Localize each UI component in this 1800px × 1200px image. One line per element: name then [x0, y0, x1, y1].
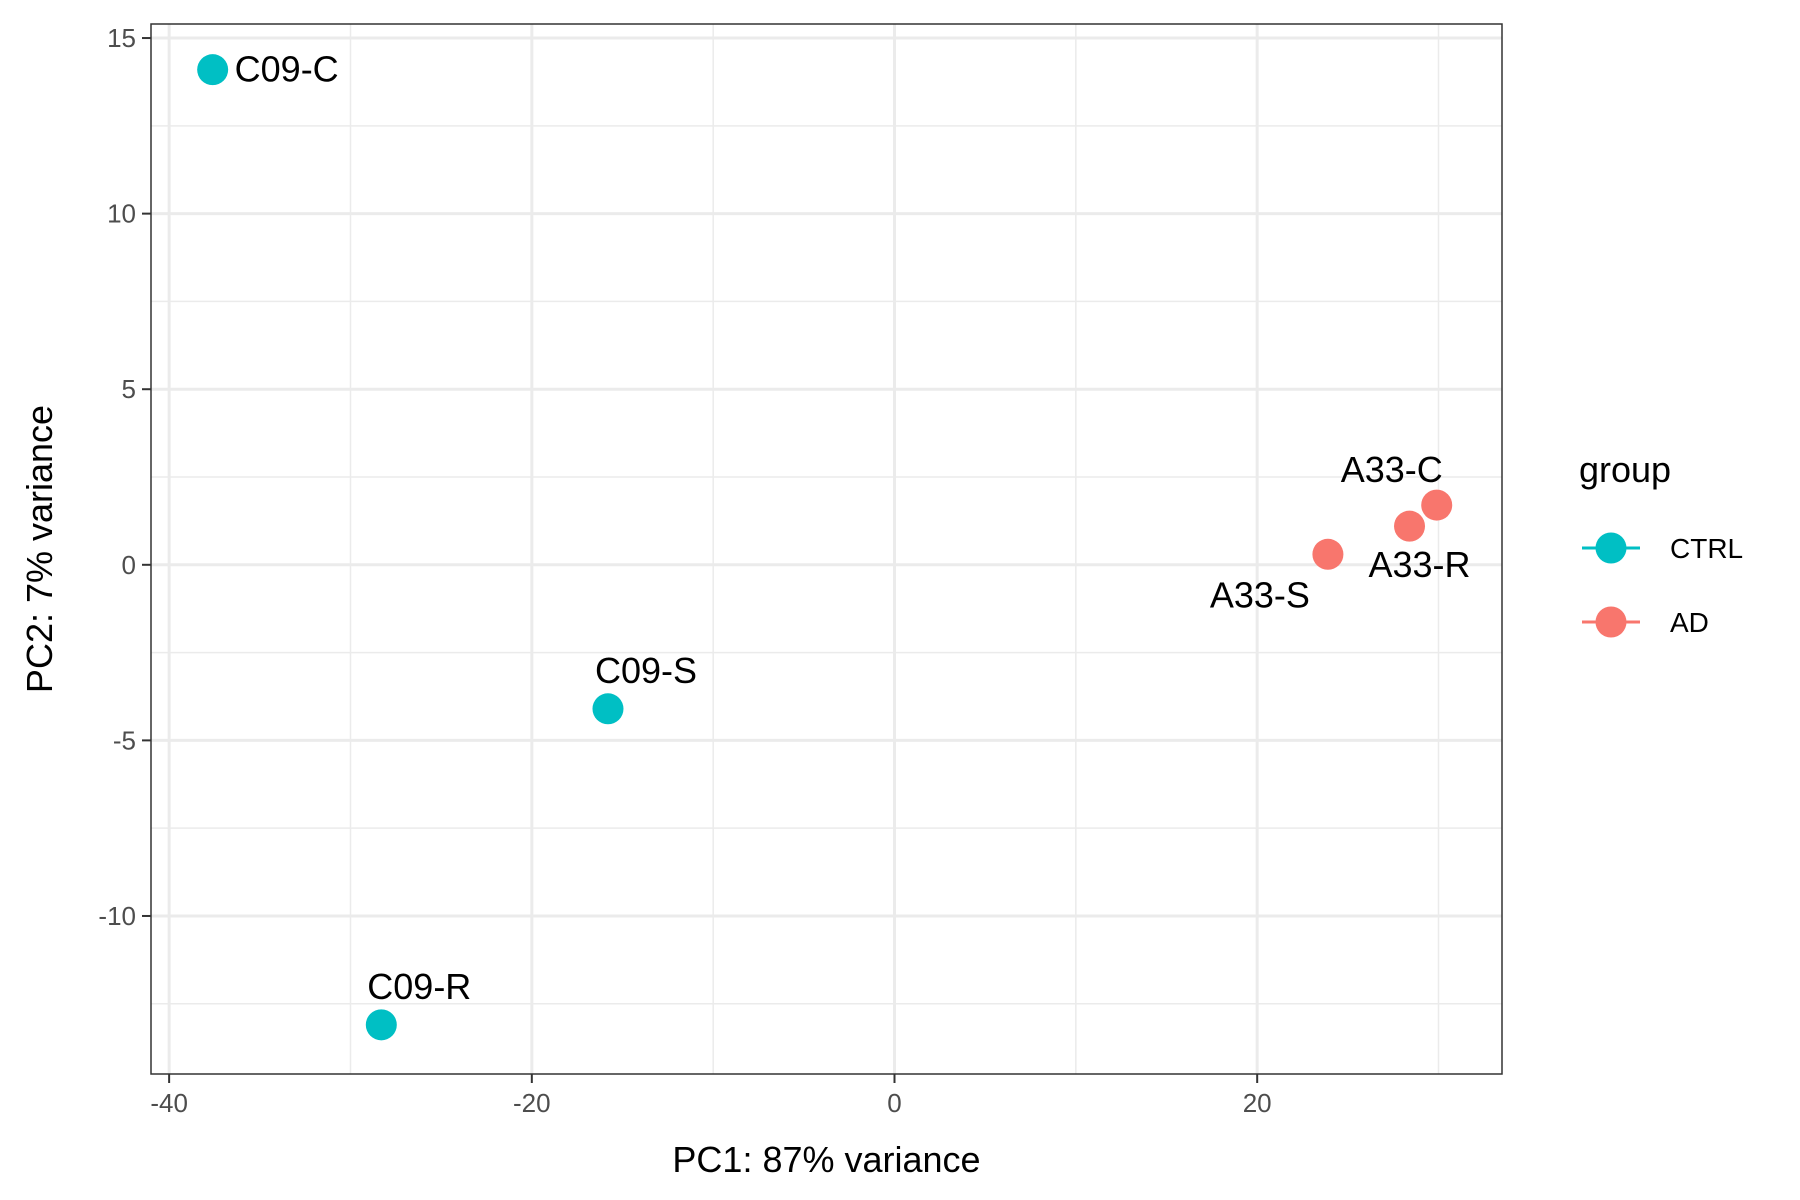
y-tick-label: -5 [113, 725, 136, 755]
x-tick-label: 20 [1243, 1088, 1272, 1118]
y-tick-label: -10 [98, 901, 136, 931]
y-axis-ticks: -10 -5 0 5 10 15 [98, 23, 151, 931]
major-gridlines [151, 24, 1502, 1074]
y-tick-label: 15 [107, 23, 136, 53]
minor-gridlines [151, 24, 1502, 1074]
legend: group CTRL AD [1579, 449, 1743, 638]
legend-key-point-ctrl [1595, 532, 1627, 564]
x-tick-label: -40 [150, 1088, 188, 1118]
panel-border [150, 23, 1503, 1075]
data-point-c09-s [592, 693, 624, 725]
legend-title: group [1579, 449, 1671, 490]
data-point-a33-s [1312, 538, 1344, 570]
y-axis-title: PC2: 7% variance [19, 405, 60, 693]
point-label-c09-s: C09-S [595, 650, 697, 691]
y-tick-label: 0 [122, 550, 136, 580]
legend-label-ad: AD [1670, 607, 1709, 638]
x-axis-title: PC1: 87% variance [672, 1139, 980, 1180]
legend-key-point-ad [1595, 606, 1627, 638]
x-tick-label: -20 [513, 1088, 551, 1118]
point-label-a33-r: A33-R [1368, 544, 1470, 585]
x-tick-label: 0 [887, 1088, 901, 1118]
point-label-a33-c: A33-C [1341, 449, 1443, 490]
data-point-c09-c [197, 54, 229, 86]
data-point-a33-r [1394, 510, 1426, 542]
legend-keys: CTRL AD [1582, 532, 1743, 638]
data-point-c09-r [365, 1009, 397, 1041]
data-points [197, 54, 1453, 1041]
y-tick-label: 10 [107, 199, 136, 229]
legend-label-ctrl: CTRL [1670, 533, 1743, 564]
point-labels: C09-C C09-S C09-R A33-C A33-R A33-S [235, 49, 1471, 1007]
point-label-a33-s: A33-S [1210, 574, 1310, 615]
data-point-a33-c [1421, 489, 1453, 521]
point-label-c09-c: C09-C [235, 49, 339, 90]
point-label-c09-r: C09-R [367, 966, 471, 1007]
x-axis-ticks: -40 -20 0 20 [150, 1074, 1272, 1118]
y-tick-label: 5 [122, 374, 136, 404]
